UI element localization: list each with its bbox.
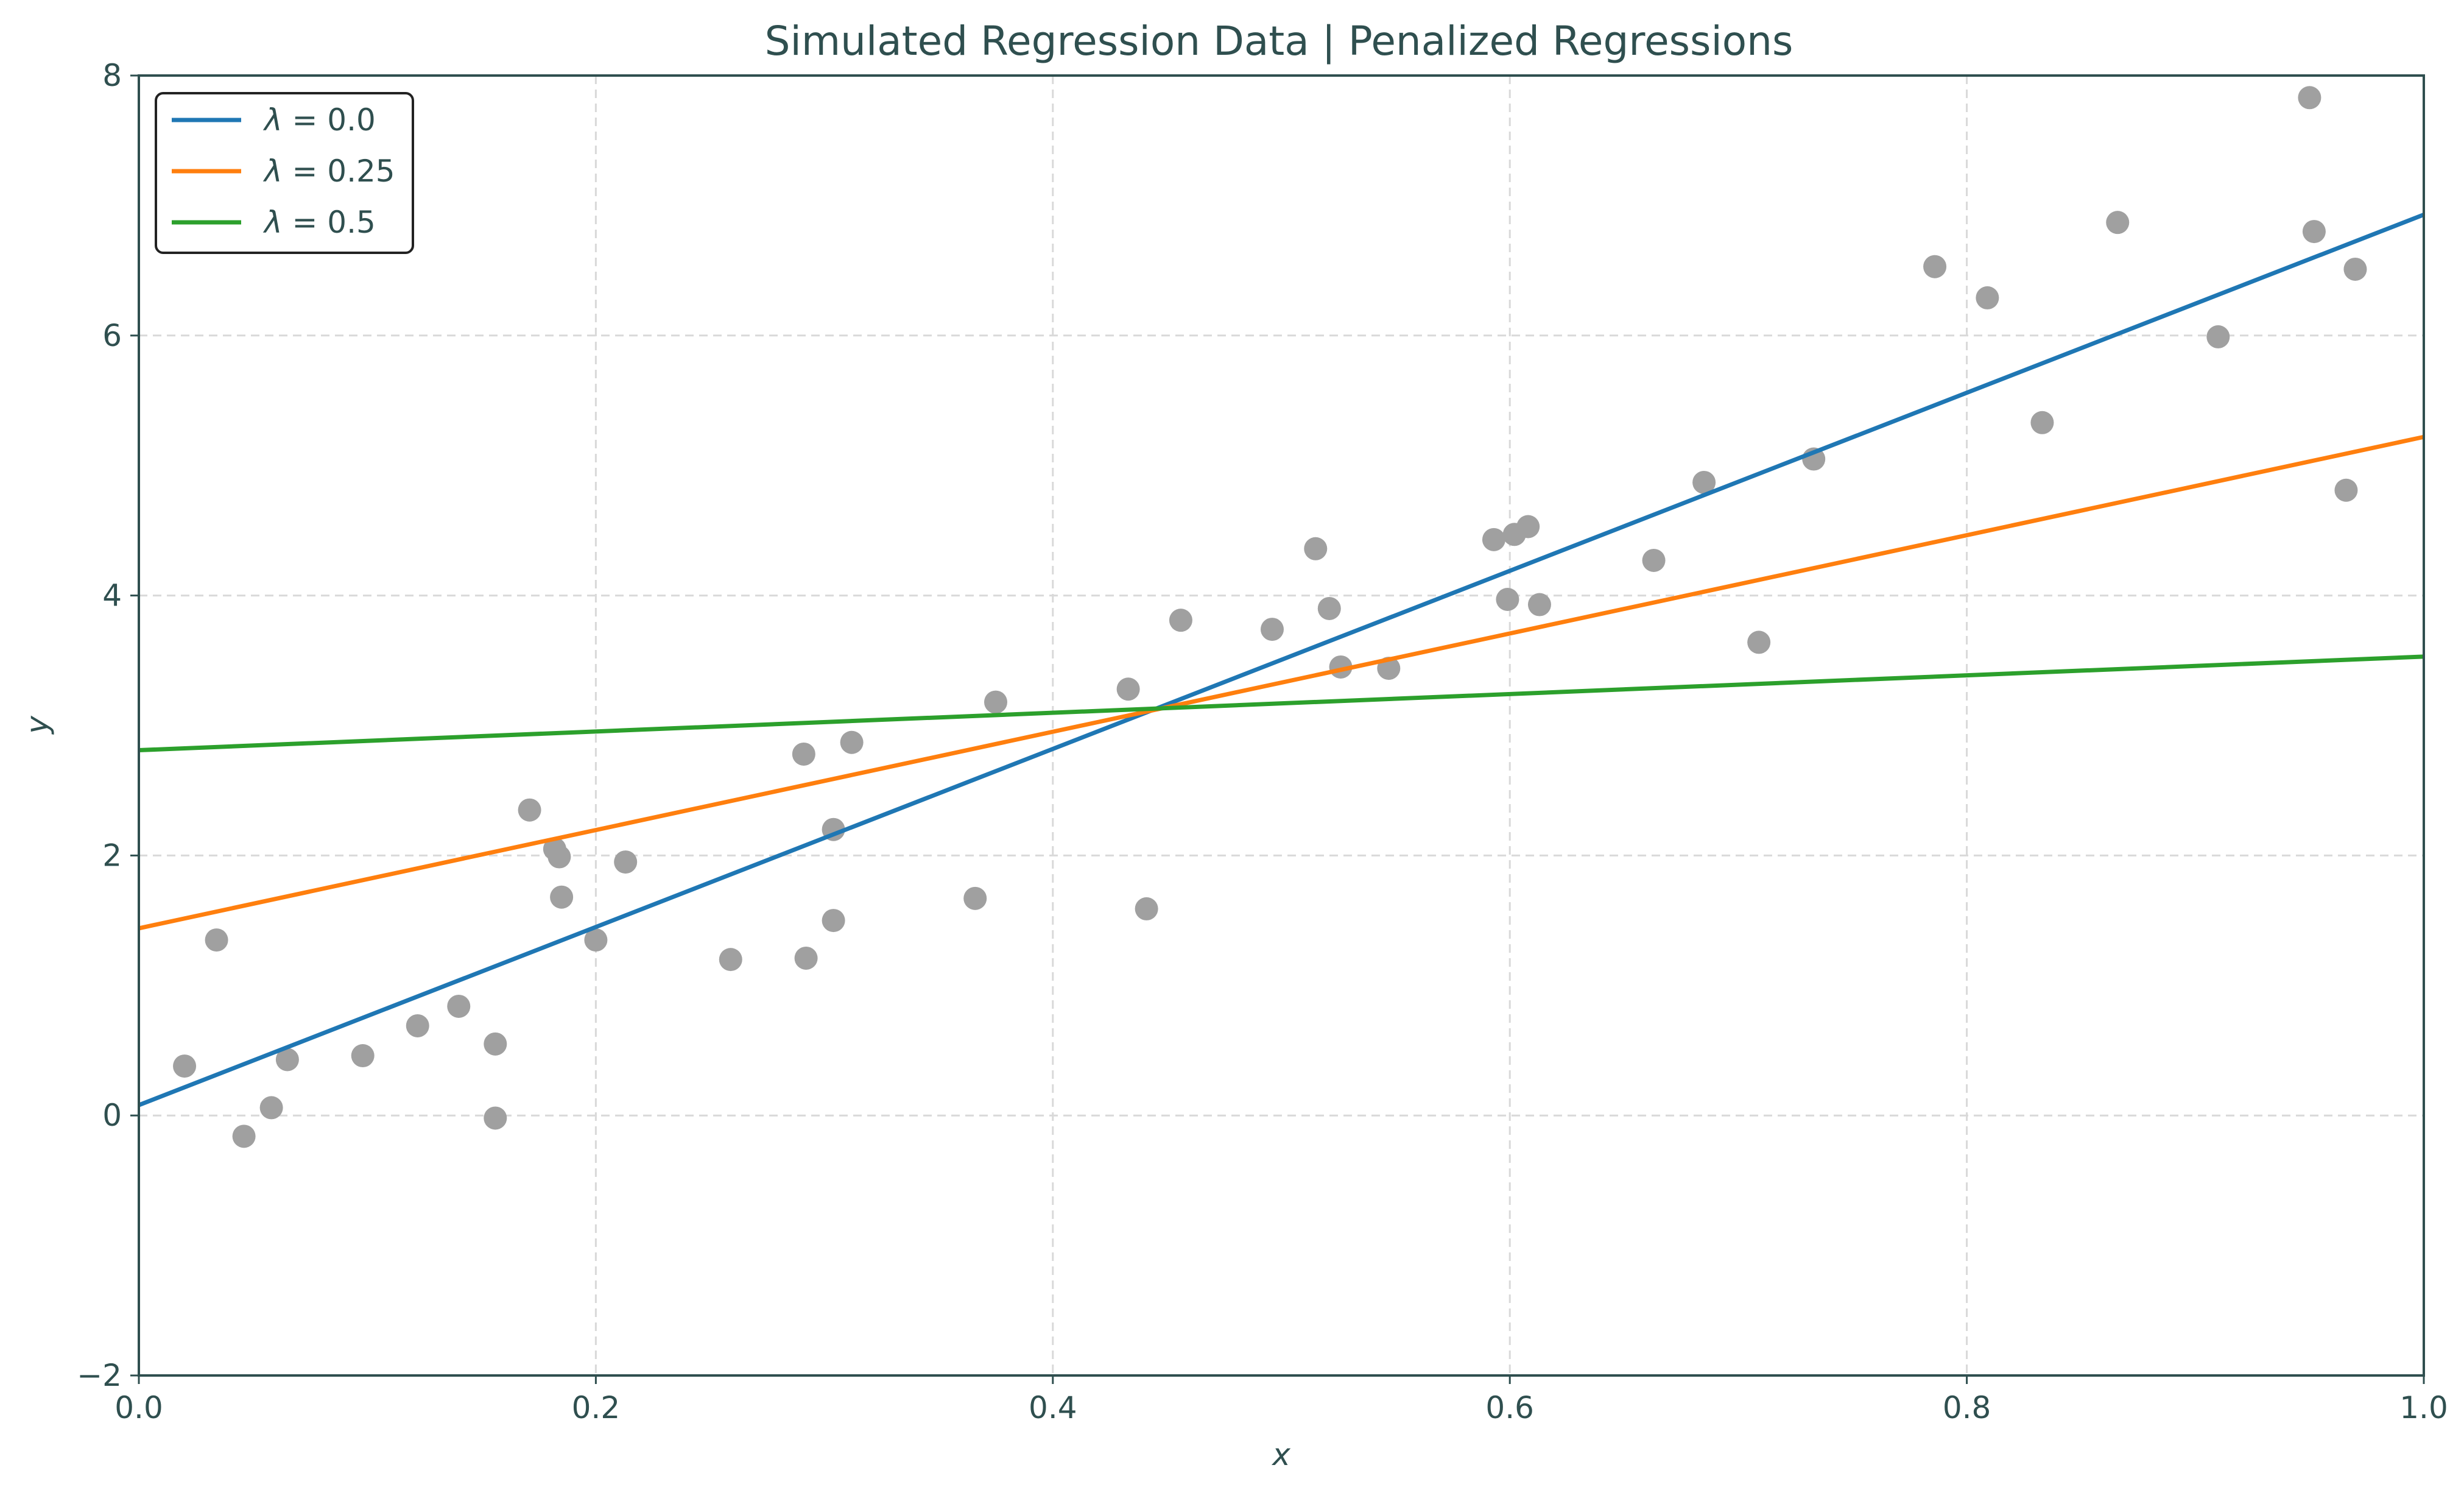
scatter-point	[1135, 897, 1158, 920]
x-tick-label: 0.6	[1485, 1390, 1534, 1425]
scatter-point	[2106, 211, 2130, 235]
x-tick-label: 0.8	[1943, 1390, 1991, 1425]
regression-line	[138, 213, 2425, 1107]
regression-line	[138, 654, 2424, 753]
scatter-point	[550, 885, 574, 909]
legend-label: λ = 0.5	[262, 205, 376, 240]
scatter-point	[840, 730, 864, 754]
legend: λ = 0.0 λ = 0.25 λ = 0.5	[155, 92, 414, 254]
scatter-point	[275, 1048, 299, 1072]
scatter-point	[173, 1054, 197, 1078]
grid-lines	[138, 74, 2425, 1377]
scatter-point	[1516, 515, 1540, 538]
scatter-point	[1642, 548, 1666, 572]
y-axis-ticks: −2 0 2 4 6 8	[77, 58, 139, 1393]
scatter-point	[1923, 255, 1947, 278]
scatter-point	[406, 1014, 429, 1037]
scatter-point	[259, 1096, 283, 1120]
scatter-points	[173, 86, 2367, 1148]
plot-frame	[138, 74, 2425, 1377]
scatter-point	[2302, 220, 2326, 244]
scatter-point	[232, 1125, 256, 1148]
scatter-point	[484, 1106, 507, 1130]
scatter-point	[1692, 470, 1716, 494]
scatter-point	[584, 928, 608, 952]
scatter-point	[547, 845, 571, 869]
scatter-point	[1496, 588, 1519, 612]
regression-lines	[138, 213, 2425, 1107]
scatter-point	[484, 1032, 507, 1056]
scatter-point	[1260, 618, 1284, 641]
legend-label: λ = 0.0	[262, 102, 376, 138]
scatter-point	[1747, 630, 1771, 654]
y-tick-label: 8	[102, 58, 122, 93]
scatter-point	[205, 928, 228, 952]
scatter-point	[719, 948, 742, 972]
scatter-point	[1304, 537, 1328, 560]
y-tick-label: 6	[102, 318, 122, 353]
y-axis-label: y	[19, 715, 55, 735]
scatter-point	[822, 909, 845, 933]
chart-title: Simulated Regression Data | Penalized Re…	[765, 18, 1793, 65]
y-tick-label: 0	[102, 1098, 122, 1133]
scatter-point	[1169, 609, 1192, 632]
x-axis-label: x	[1271, 1437, 1290, 1472]
scatter-point	[984, 690, 1007, 714]
scatter-point	[963, 886, 987, 910]
scatter-point	[518, 798, 541, 822]
scatter-point	[2334, 478, 2358, 502]
regression-line	[138, 434, 2424, 931]
scatter-point	[1482, 528, 1505, 551]
scatter-point	[2030, 411, 2054, 434]
x-tick-label: 1.0	[2399, 1390, 2448, 1425]
x-tick-label: 0.4	[1029, 1390, 1077, 1425]
y-tick-label: 4	[102, 578, 122, 613]
scatter-point	[2298, 86, 2321, 110]
scatter-point	[351, 1044, 375, 1068]
scatter-point	[1317, 596, 1341, 620]
scatter-point	[2206, 325, 2230, 348]
scatter-point	[2343, 257, 2367, 281]
x-axis-ticks: 0.0 0.2 0.4 0.6 0.8 1.0	[114, 1375, 2448, 1425]
y-tick-label: 2	[102, 838, 122, 873]
scatter-point	[1527, 593, 1551, 616]
scatter-point	[792, 742, 815, 766]
x-tick-label: 0.0	[114, 1390, 163, 1425]
scatter-point	[614, 850, 638, 874]
scatter-point	[1116, 677, 1140, 701]
scatter-point	[447, 994, 471, 1018]
scatter-point	[1976, 286, 1999, 309]
legend-label: λ = 0.25	[262, 154, 395, 189]
legend-box	[155, 92, 414, 254]
y-tick-label: −2	[77, 1358, 122, 1393]
scatter-point	[794, 946, 818, 970]
x-tick-label: 0.2	[572, 1390, 621, 1425]
